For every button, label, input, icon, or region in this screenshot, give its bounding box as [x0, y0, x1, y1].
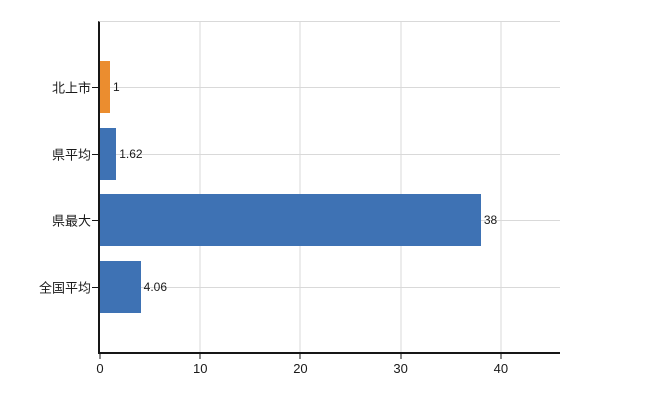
grid-line-v	[299, 22, 301, 352]
x-axis: 0 10 20 30 40	[96, 354, 560, 384]
x-tick-label: 20	[293, 361, 308, 376]
grid-line-v	[500, 22, 502, 352]
category-label: 北上市	[51, 80, 91, 96]
x-tick-label: 40	[493, 361, 509, 376]
chart-row: 全国平均 4.06	[39, 254, 560, 321]
y-tick-mark	[92, 286, 98, 288]
category-label: 県平均	[51, 147, 91, 163]
value-label: 1.62	[119, 146, 143, 161]
y-tick-mark	[92, 153, 98, 155]
x-tick-mark	[500, 354, 502, 359]
category-label: 県最大	[51, 213, 91, 229]
value-label: 1	[113, 80, 120, 95]
y-tick-mark	[92, 220, 98, 222]
bar	[100, 194, 481, 247]
category-label: 全国平均	[38, 280, 91, 296]
bar	[100, 127, 117, 180]
bar-rows: 北上市 1 県平均 1.62 県最大 38 全国平均 4.06	[39, 22, 560, 321]
value-label: 38	[483, 213, 498, 228]
x-tick-mark	[400, 354, 402, 359]
x-tick-label: 0	[96, 361, 104, 376]
chart-row: 県最大 38	[52, 187, 560, 254]
x-tick-mark	[299, 354, 301, 359]
grid-line-h	[100, 153, 560, 155]
plot-area: 北上市 1 県平均 1.62 県最大 38 全国平均 4.06	[39, 21, 560, 354]
value-label: 4.06	[143, 279, 168, 294]
grid-line-v	[199, 22, 201, 352]
vertical-gridlines	[100, 22, 560, 352]
bar	[100, 61, 111, 114]
x-tick-label: 10	[192, 361, 208, 376]
x-tick-label: 30	[393, 361, 408, 376]
grid-line-h	[100, 87, 560, 89]
x-tick-mark	[199, 354, 201, 359]
chart-row: 県平均 1.62	[52, 121, 560, 188]
x-tick-mark	[99, 354, 101, 359]
chart-row: 北上市 1	[52, 54, 560, 121]
bar	[100, 260, 141, 313]
grid-line-v	[400, 22, 402, 352]
y-tick-mark	[92, 87, 98, 89]
grid-line-h	[100, 286, 560, 288]
